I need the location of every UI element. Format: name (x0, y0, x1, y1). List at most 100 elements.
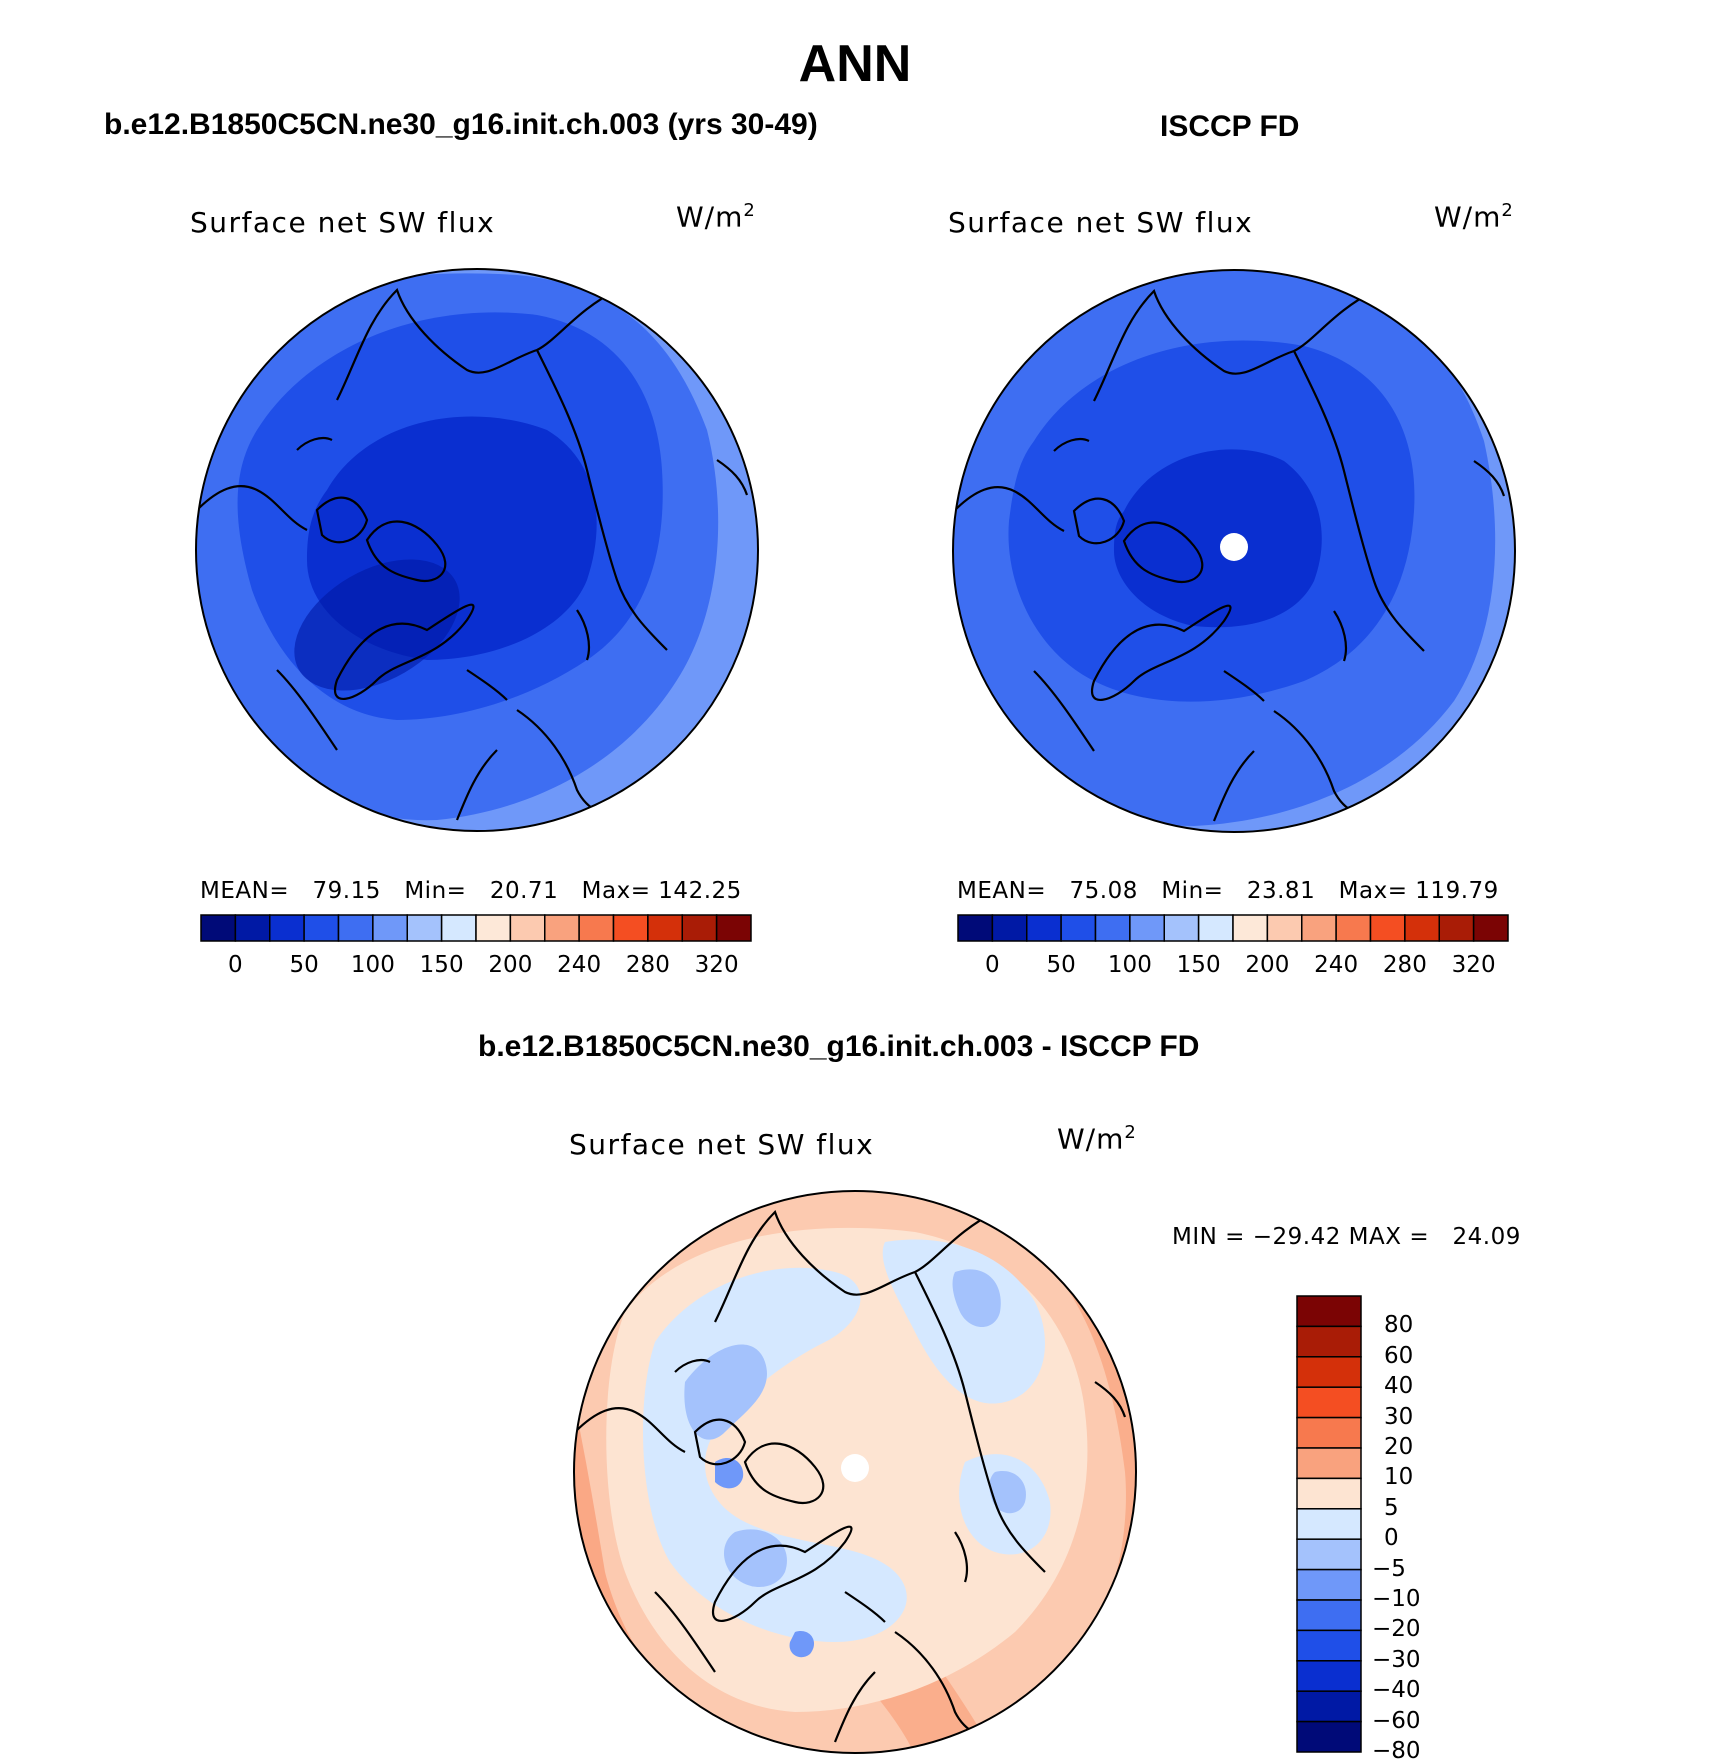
colorbar-swatch (234, 914, 271, 942)
colorbar-swatch (1296, 1599, 1362, 1632)
colorbar-swatch (303, 914, 340, 942)
colorbar-tick-label: 320 (1451, 952, 1496, 978)
colorbar-tick-label: −40 (1372, 1677, 1421, 1704)
colorbar-tick-label: 80 (1384, 1312, 1414, 1339)
colorbar-tick-label: 40 (1384, 1373, 1414, 1400)
colorbar-tick-label: 320 (694, 952, 739, 978)
colorbar-tick-label: 50 (1046, 952, 1076, 978)
colorbar-tick-label: 240 (1314, 952, 1359, 978)
colorbar-swatch (372, 914, 408, 942)
colorbar-swatch (1369, 914, 1406, 942)
colorbar-swatch (1296, 1325, 1362, 1358)
diff-polar-map (573, 1190, 1137, 1754)
colorbar-swatch (1129, 914, 1165, 942)
colorbar-tick-label: 0 (1384, 1525, 1399, 1552)
colorbar-tick-label: 200 (488, 952, 533, 978)
model-max-label: Max= (581, 878, 651, 904)
model-min: 20.71 (489, 878, 559, 904)
diff-pole-missing (841, 1454, 869, 1482)
colorbar-swatch (715, 914, 752, 942)
colorbar-tick-label: −30 (1372, 1646, 1421, 1673)
colorbar-swatch (269, 914, 305, 942)
colorbar-swatch (1296, 1356, 1362, 1388)
colorbar-tick-label: 0 (228, 952, 243, 978)
colorbar-swatch (1266, 914, 1303, 942)
colorbar-swatch (1296, 1720, 1362, 1753)
colorbar-swatch (406, 914, 443, 942)
obs-field-label: Surface net SW flux (948, 206, 1254, 239)
colorbar-swatch (1335, 914, 1372, 942)
colorbar-tick-label: 200 (1245, 952, 1290, 978)
colorbar-tick-label: 280 (625, 952, 670, 978)
colorbar-swatch (957, 914, 994, 942)
model-mean: 79.15 (312, 878, 381, 904)
model-field-label: Surface net SW flux (190, 206, 496, 239)
colorbar-swatch (1472, 914, 1509, 942)
diff-units: W/m2 (1057, 1122, 1137, 1156)
obs-mean: 75.08 (1069, 878, 1138, 904)
obs-max: 119.79 (1415, 878, 1499, 904)
model-colorbar-ticks: 0 50 100 150 200 240 280 320 (200, 952, 752, 982)
diff-max: 24.09 (1452, 1224, 1521, 1250)
colorbar-tick-label: −5 (1372, 1555, 1406, 1582)
model-max: 142.25 (658, 878, 742, 904)
diff-max-label: MAX = (1348, 1224, 1430, 1250)
colorbar-swatch (1438, 914, 1475, 942)
colorbar-tick-label: 0 (985, 952, 1000, 978)
model-min-label: Min= (404, 878, 467, 904)
colorbar-swatch (337, 914, 374, 942)
colorbar-swatch (1296, 1447, 1362, 1480)
obs-max-label: Max= (1338, 878, 1408, 904)
colorbar-tick-label: 100 (350, 952, 395, 978)
colorbar-swatch (1094, 914, 1131, 942)
diff-field-label: Surface net SW flux (569, 1128, 875, 1161)
colorbar-swatch (991, 914, 1028, 942)
model-mean-label: MEAN= (200, 878, 290, 904)
colorbar-swatch (1296, 1416, 1362, 1449)
model-polar-map (195, 268, 759, 832)
obs-mean-label: MEAN= (957, 878, 1047, 904)
obs-min-label: Min= (1161, 878, 1224, 904)
colorbar-swatch (1296, 1538, 1362, 1571)
colorbar-swatch (681, 914, 718, 942)
colorbar-swatch (1163, 914, 1200, 942)
colorbar-swatch (1296, 1295, 1362, 1328)
colorbar-tick-label: −10 (1372, 1586, 1421, 1612)
diff-case-title: b.e12.B1850C5CN.ne30_g16.init.ch.003 - I… (478, 1030, 1200, 1063)
colorbar-swatch (1296, 1477, 1362, 1510)
colorbar-tick-label: −20 (1372, 1616, 1421, 1643)
colorbar-swatch (509, 914, 546, 942)
obs-min: 23.81 (1246, 878, 1316, 904)
obs-colorbar-ticks: 0 50 100 150 200 240 280 320 (957, 952, 1509, 982)
diff-colorbar (1296, 1295, 1362, 1753)
obs-colorbar (957, 914, 1509, 942)
colorbar-tick-label: −80 (1372, 1738, 1421, 1764)
model-case-title: b.e12.B1850C5CN.ne30_g16.init.ch.003 (yr… (104, 108, 818, 141)
diff-colorbar-ticks: 80 60 40 30 20 10 5 0 −5 −10 −20 −30 −40 −60 −80 (1372, 1295, 1472, 1764)
colorbar-tick-label: −60 (1372, 1707, 1421, 1734)
obs-pole-missing (1220, 533, 1248, 561)
colorbar-swatch (1296, 1660, 1362, 1692)
colorbar-swatch (1026, 914, 1062, 942)
obs-case-title: ISCCP FD (1160, 110, 1300, 143)
colorbar-tick-label: 5 (1384, 1494, 1399, 1521)
diff-min: −29.42 (1252, 1224, 1341, 1250)
obs-units: W/m2 (1434, 200, 1514, 234)
colorbar-tick-label: 100 (1107, 952, 1152, 978)
colorbar-swatch (1296, 1568, 1362, 1601)
colorbar-swatch (612, 914, 649, 942)
colorbar-swatch (647, 914, 683, 942)
colorbar-swatch (1060, 914, 1097, 942)
colorbar-swatch (578, 914, 615, 942)
colorbar-swatch (1296, 1386, 1362, 1419)
colorbar-swatch (1301, 914, 1337, 942)
colorbar-tick-label: 50 (289, 952, 319, 978)
diff-min-label: MIN = (1172, 1224, 1245, 1250)
colorbar-tick-label: 150 (419, 952, 464, 978)
colorbar-swatch (475, 914, 512, 942)
colorbar-tick-label: 20 (1384, 1434, 1414, 1460)
colorbar-swatch (1296, 1508, 1362, 1540)
colorbar-swatch (1197, 914, 1234, 942)
colorbar-swatch (1296, 1690, 1362, 1723)
colorbar-swatch (440, 914, 477, 942)
